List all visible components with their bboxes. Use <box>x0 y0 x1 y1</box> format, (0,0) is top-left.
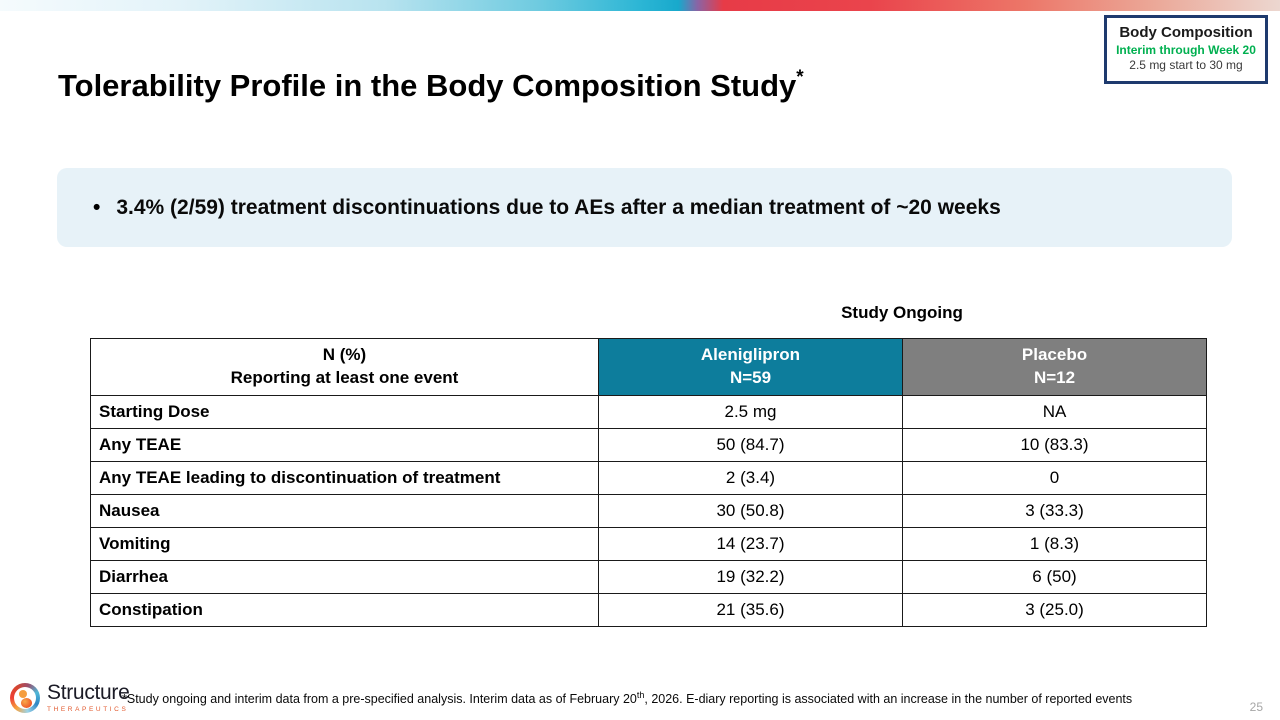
table-row: Any TEAE 50 (84.7) 10 (83.3) <box>90 428 1207 462</box>
footnote: *Study ongoing and interim data from a p… <box>122 690 1222 706</box>
header-events-line1: N (%) <box>322 345 367 365</box>
top-gradient-ribbon <box>0 0 1280 11</box>
placebo-value: 3 (25.0) <box>902 593 1207 627</box>
badge-title: Body Composition <box>1119 24 1253 41</box>
header-cell-placebo: Placebo N=12 <box>902 338 1207 396</box>
row-label: Nausea <box>90 494 599 528</box>
placebo-value: 0 <box>902 461 1207 495</box>
badge-subtitle: Interim through Week 20 <box>1116 42 1256 57</box>
footnote-text-pre: *Study ongoing and interim data from a p… <box>122 692 637 707</box>
header-events-line2: Reporting at least one event <box>230 368 459 387</box>
placebo-value: 1 (8.3) <box>902 527 1207 561</box>
key-message-callout: • 3.4% (2/59) treatment discontinuations… <box>57 168 1232 247</box>
aleniglipron-value: 30 (50.8) <box>598 494 903 528</box>
logo-company-name: Structure <box>47 681 130 704</box>
table-row: Nausea 30 (50.8) 3 (33.3) <box>90 494 1207 528</box>
table-row: Vomiting 14 (23.7) 1 (8.3) <box>90 527 1207 561</box>
page-title-text: Tolerability Profile in the Body Composi… <box>58 68 797 103</box>
table-caption-study-ongoing: Study Ongoing <box>841 303 963 322</box>
header-cell-aleniglipron: Aleniglipron N=59 <box>598 338 903 396</box>
aleniglipron-value: 2 (3.4) <box>598 461 903 495</box>
table-row: Constipation 21 (35.6) 3 (25.0) <box>90 593 1207 627</box>
title-footnote-marker: * <box>796 66 804 88</box>
row-label: Starting Dose <box>90 395 599 429</box>
page-title: Tolerability Profile in the Body Composi… <box>58 66 1058 104</box>
logo-company-subtitle: THERAPEUTICS <box>47 706 129 713</box>
tolerability-table: N (%) Reporting at least one event Aleni… <box>90 338 1207 627</box>
table-header-row: N (%) Reporting at least one event Aleni… <box>90 338 1207 396</box>
row-label: Constipation <box>90 593 599 627</box>
header-placebo-line1: Placebo <box>1021 345 1088 365</box>
badge-dose-range: 2.5 mg start to 30 mg <box>1129 58 1243 73</box>
row-label: Diarrhea <box>90 560 599 594</box>
header-cell-events: N (%) Reporting at least one event <box>90 338 599 396</box>
aleniglipron-value: 19 (32.2) <box>598 560 903 594</box>
table-row: Diarrhea 19 (32.2) 6 (50) <box>90 560 1207 594</box>
aleniglipron-value: 14 (23.7) <box>598 527 903 561</box>
aleniglipron-value: 2.5 mg <box>598 395 903 429</box>
study-badge: Body Composition Interim through Week 20… <box>1104 15 1268 84</box>
row-label: Any TEAE leading to discontinuation of t… <box>90 461 599 495</box>
structure-logo-icon <box>10 682 40 713</box>
table-row: Starting Dose 2.5 mg NA <box>90 395 1207 429</box>
bullet-marker: • <box>93 195 101 219</box>
aleniglipron-value: 50 (84.7) <box>598 428 903 462</box>
footnote-text-post: , 2026. E-diary reporting is associated … <box>644 692 1133 707</box>
placebo-value: 10 (83.3) <box>902 428 1207 462</box>
table-row: Any TEAE leading to discontinuation of t… <box>90 461 1207 495</box>
company-logo: Structure THERAPEUTICS <box>10 682 130 713</box>
placebo-value: NA <box>902 395 1207 429</box>
header-aleniglipron-line2: N=59 <box>729 368 772 387</box>
row-label: Any TEAE <box>90 428 599 462</box>
placebo-value: 6 (50) <box>902 560 1207 594</box>
key-message-text: 3.4% (2/59) treatment discontinuations d… <box>116 195 1001 219</box>
aleniglipron-value: 21 (35.6) <box>598 593 903 627</box>
header-placebo-line2: N=12 <box>1033 368 1076 387</box>
header-aleniglipron-line1: Aleniglipron <box>700 345 801 365</box>
footnote-superscript: th <box>636 690 645 700</box>
row-label: Vomiting <box>90 527 599 561</box>
page-number: 25 <box>1249 700 1263 714</box>
placebo-value: 3 (33.3) <box>902 494 1207 528</box>
